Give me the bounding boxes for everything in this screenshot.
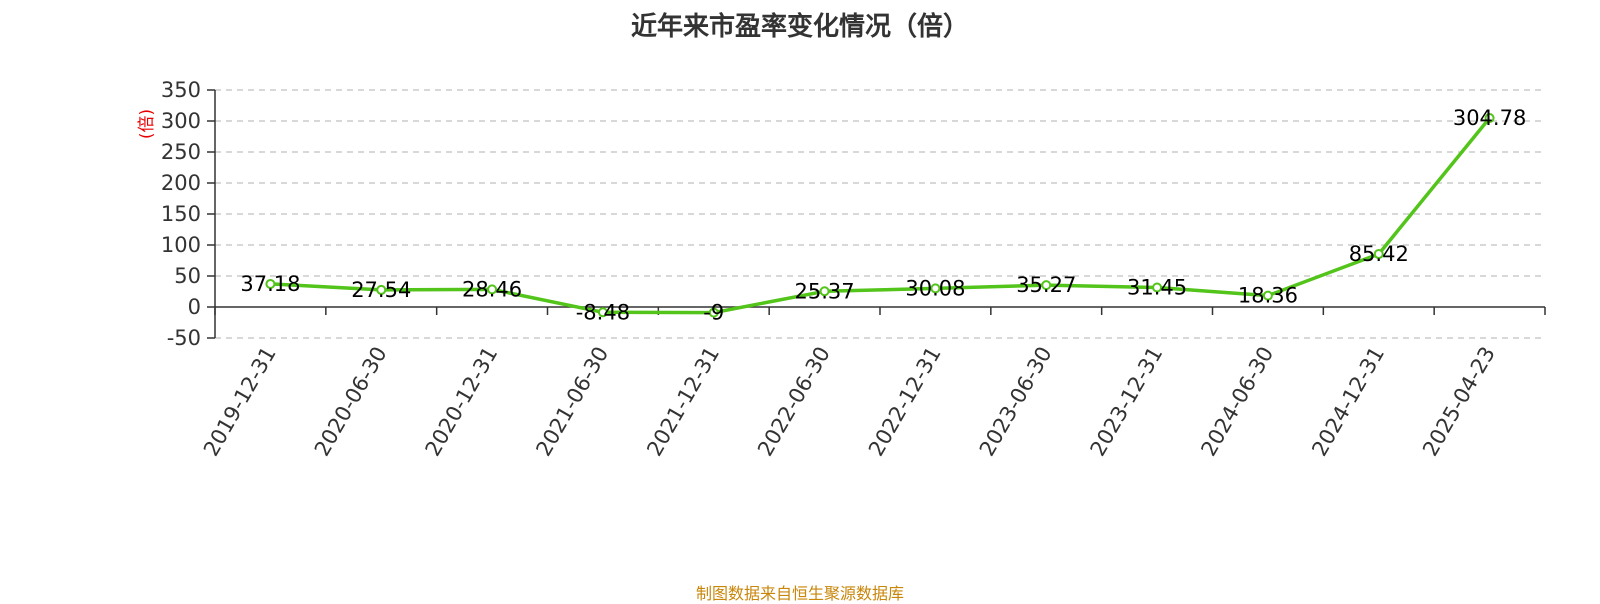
data-point	[376, 284, 387, 295]
x-tick-label: 2019-12-31	[199, 343, 281, 461]
data-label: 27.54	[351, 278, 411, 302]
data-label: 35.27	[1016, 273, 1076, 297]
data-label: 31.45	[1127, 276, 1187, 300]
data-point	[1262, 290, 1273, 301]
y-tick-label: 200	[161, 171, 201, 195]
y-tick-label: 50	[174, 264, 201, 288]
data-label: 18.36	[1238, 284, 1298, 308]
x-tick-labels: 2019-12-31 2020-06-30 2020-12-31 2021-06-30…	[199, 343, 1500, 461]
data-point	[265, 278, 276, 289]
x-tick-label: 2020-12-31	[421, 343, 503, 461]
x-tick-label: 2021-12-31	[642, 343, 724, 461]
y-tick-label: 150	[161, 202, 201, 226]
x-tick-label: 2022-12-31	[864, 343, 946, 461]
series-line	[270, 116, 1491, 315]
data-point	[1152, 282, 1163, 293]
y-tick-labels: -50 0 50 100 150 200 250 300 350	[161, 78, 201, 350]
data-label: -9	[703, 301, 724, 325]
axes	[207, 89, 1546, 339]
y-tick-label: -50	[167, 326, 201, 350]
y-tick-label: 300	[161, 109, 201, 133]
series-line	[270, 116, 1491, 315]
x-tick-label: 2021-06-30	[531, 343, 613, 461]
data-point	[1041, 280, 1052, 291]
data-label: 85.42	[1349, 242, 1409, 266]
data-label: 304.78	[1453, 106, 1526, 130]
data-label: 30.08	[905, 276, 965, 300]
x-tick-label: 2025-04-23	[1418, 343, 1500, 461]
x-tick-label: 2023-12-31	[1086, 343, 1168, 461]
data-point	[819, 286, 830, 297]
source-note: 制图数据来自恒生聚源数据库	[695, 584, 904, 603]
data-label: 25.37	[795, 279, 855, 303]
x-tick-label: 2024-06-30	[1196, 343, 1278, 461]
x-tick-label: 2022-06-30	[753, 343, 835, 461]
data-point	[708, 307, 719, 318]
y-tick-label: 250	[161, 140, 201, 164]
data-label: 37.18	[240, 272, 300, 296]
x-tick-label: 2020-06-30	[310, 343, 392, 461]
data-points	[265, 113, 1495, 318]
data-label: 28.46	[462, 277, 522, 301]
grid-lines	[215, 89, 1545, 339]
x-tick-label: 2024-12-31	[1307, 343, 1389, 461]
y-tick-label: 0	[188, 295, 201, 319]
chart-title: 近年来市盈率变化情况（倍）	[630, 12, 969, 42]
data-point	[1484, 113, 1495, 124]
x-tick-label: 2023-06-30	[975, 343, 1057, 461]
data-labels: 37.18 27.54 28.46 -8.48 -9 25.37 30.08 35.27 31.…	[240, 106, 1526, 325]
data-point	[597, 307, 608, 318]
y-tick-label: 350	[161, 78, 201, 102]
data-point	[487, 284, 498, 295]
y-axis-unit-label: (倍)	[137, 109, 157, 139]
data-point	[1373, 249, 1384, 260]
data-label: -8.48	[576, 300, 630, 324]
data-point	[930, 283, 941, 294]
y-tick-label: 100	[161, 233, 201, 257]
